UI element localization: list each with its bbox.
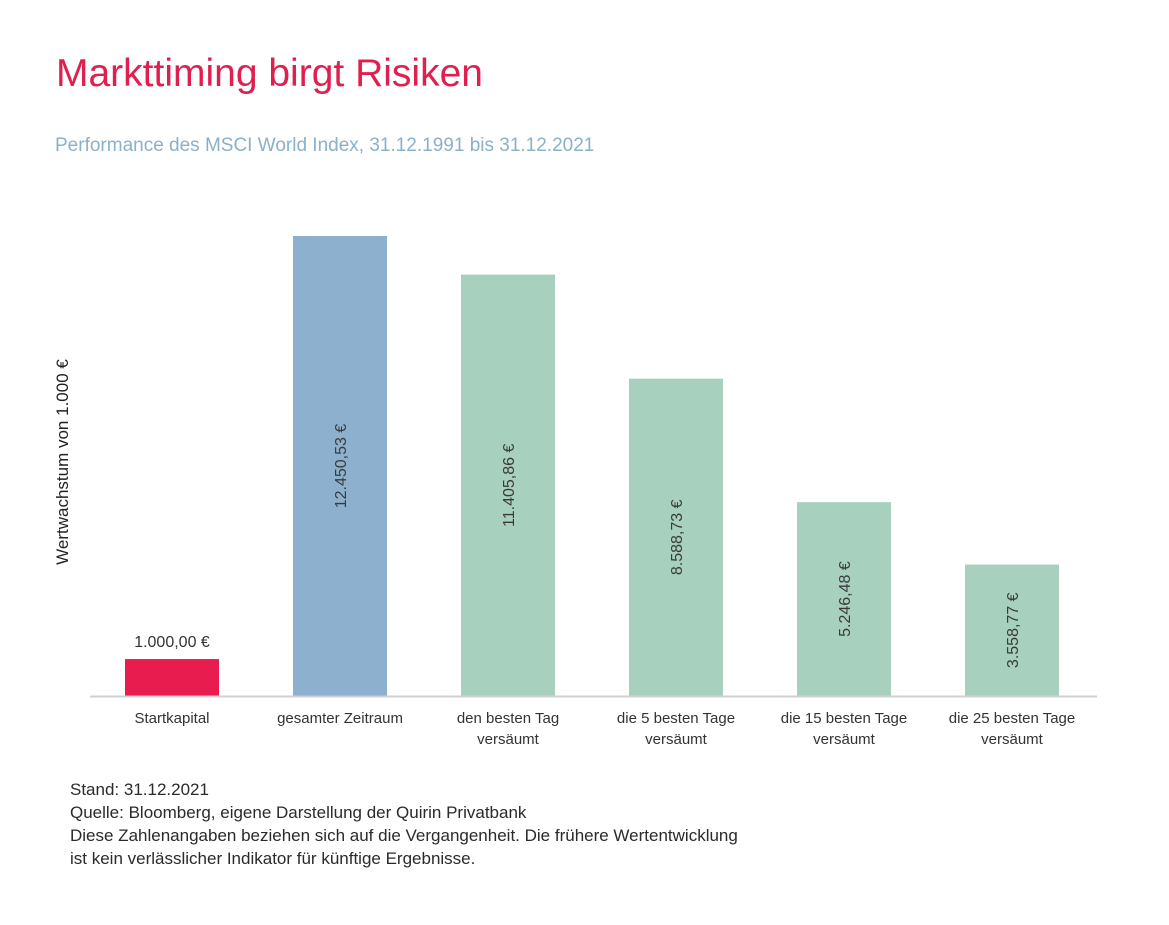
category-label-5-0: die 25 besten Tage <box>949 710 1076 727</box>
value-label-3: 8.588,73 € <box>669 499 686 575</box>
footer-notes: Stand: 31.12.2021 Quelle: Bloomberg, eig… <box>70 778 738 870</box>
bar-0 <box>125 659 219 696</box>
category-label-1-0: gesamter Zeitraum <box>277 710 403 727</box>
value-label-2: 11.405,86 € <box>501 444 518 527</box>
category-label-3-0: die 5 besten Tage <box>617 710 735 727</box>
value-label-4: 5.246,48 € <box>837 561 854 637</box>
category-label-3-1: versäumt <box>645 731 708 748</box>
value-label-5: 3.558,77 € <box>1005 592 1022 668</box>
category-label-4-1: versäumt <box>813 731 876 748</box>
category-label-5-1: versäumt <box>981 731 1044 748</box>
category-label-2-1: versäumt <box>477 731 540 748</box>
category-label-0-0: Startkapital <box>134 710 209 727</box>
category-label-2-0: den besten Tag <box>457 710 559 727</box>
y-axis-label: Wertwachstum von 1.000 € <box>53 359 72 565</box>
value-label-1: 12.450,53 € <box>333 424 350 509</box>
footer-source: Quelle: Bloomberg, eigene Darstellung de… <box>70 801 738 824</box>
value-label-0: 1.000,00 € <box>134 634 210 651</box>
footer-date: Stand: 31.12.2021 <box>70 778 738 801</box>
footer-disclaimer-1: Diese Zahlenangaben beziehen sich auf di… <box>70 824 738 847</box>
category-label-4-0: die 15 besten Tage <box>781 710 908 727</box>
footer-disclaimer-2: ist kein verlässlicher Indikator für kün… <box>70 847 738 870</box>
